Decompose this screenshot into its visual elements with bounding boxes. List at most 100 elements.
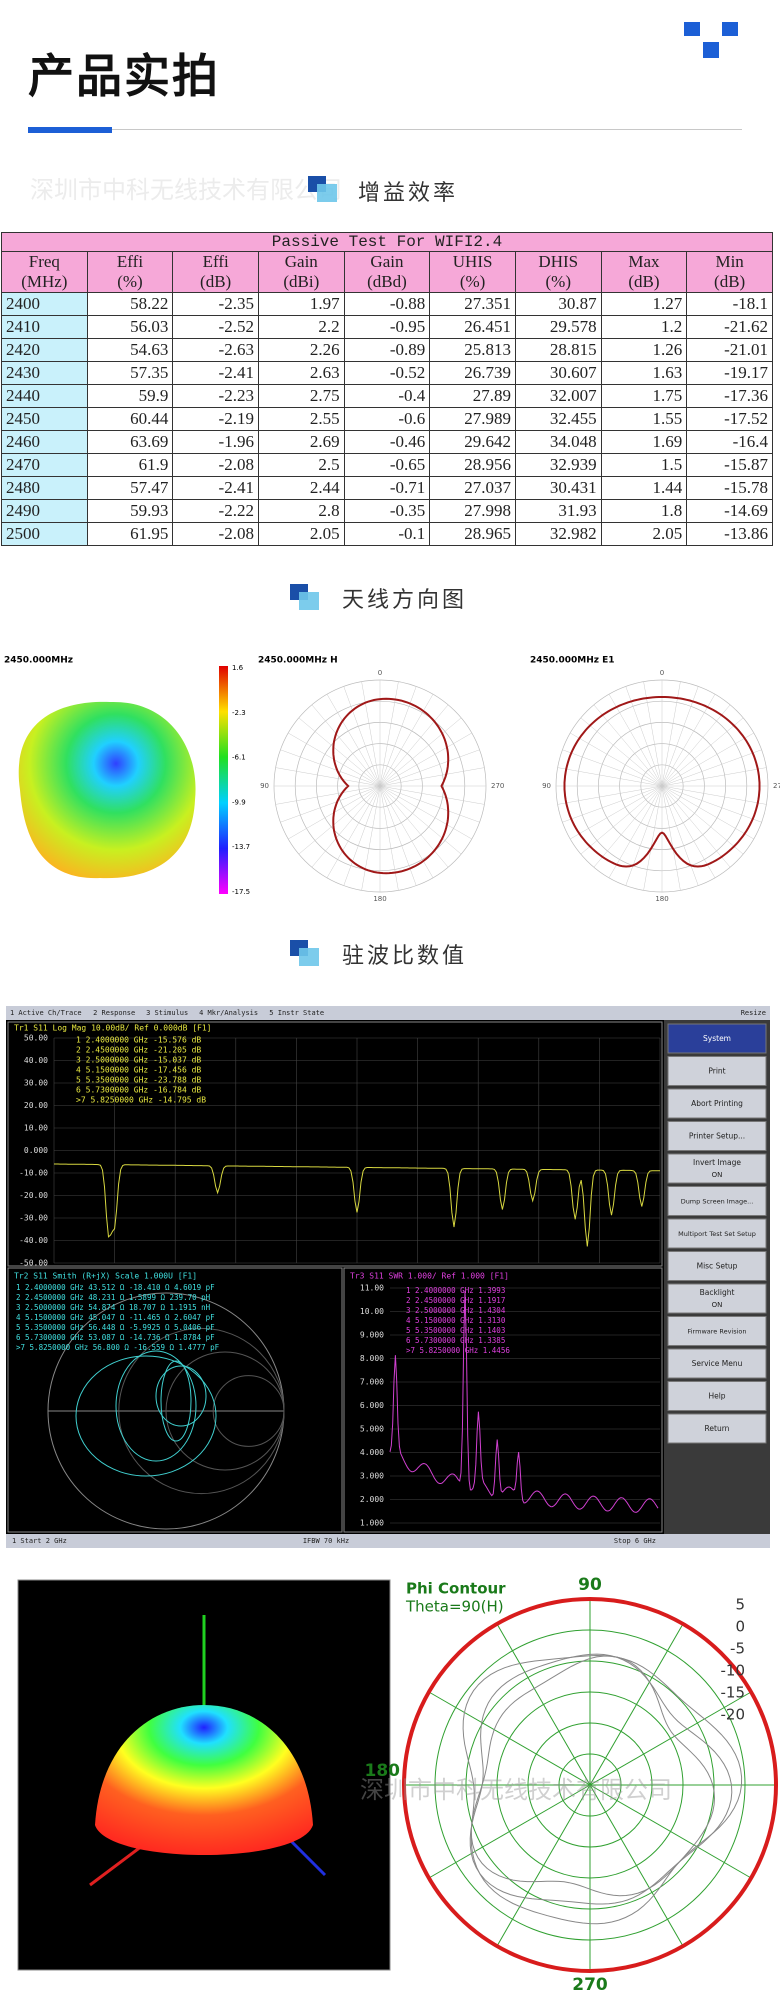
polar-grid xyxy=(379,785,480,823)
plot-label: 2450.000MHz E1 xyxy=(530,656,615,666)
table-cell: 27.037 xyxy=(429,476,516,500)
table-cell: 26.739 xyxy=(429,361,516,385)
table-cell: 27.89 xyxy=(429,384,516,408)
polar-grid xyxy=(661,686,699,787)
marker-readout: 5 5.3500000 GHz 56.448 Ω -5.9925 Ω 5.040… xyxy=(16,1323,215,1332)
softkey xyxy=(667,1153,767,1184)
softkey xyxy=(667,1251,767,1281)
y-tick-label: 2.000 xyxy=(360,1495,384,1504)
column-header: Max (dB) xyxy=(600,251,688,293)
table-row: 2400 58.22 -2.35 1.97 -0.88 27.351 30.87 1.27 -1… xyxy=(1,292,773,316)
polar-angle-label: 270 xyxy=(773,782,780,790)
table-cell: -0.35 xyxy=(343,499,431,523)
table-cell: 1.63 xyxy=(600,361,688,385)
axis-line xyxy=(288,1838,327,1877)
table-cell: -0.71 xyxy=(343,476,431,500)
table-cell: 2490 xyxy=(1,499,88,523)
trace xyxy=(160,1360,192,1442)
polar-grid xyxy=(428,1784,591,1879)
polar-angle-label: 0 xyxy=(660,669,664,677)
marker-readout: >7 5.8250000 GHz 1.4456 xyxy=(406,1346,510,1355)
table-cell: -19.17 xyxy=(686,361,773,385)
table-cell: -15.87 xyxy=(686,453,773,477)
table-cell: 2500 xyxy=(1,522,88,546)
polar-grid xyxy=(361,785,381,891)
column-header: DHIS (%) xyxy=(514,251,602,293)
table-cell: 32.939 xyxy=(514,453,602,477)
status-text: 1 Start 2 GHz xyxy=(12,1537,67,1545)
colorbar-label: -2.3 xyxy=(232,709,246,717)
y-tick-label: 30.00 xyxy=(24,1079,48,1088)
marker-readout: 3 2.5000000 GHz 1.4304 xyxy=(406,1306,506,1315)
table-cell: 2420 xyxy=(1,338,88,362)
table-cell: 26.451 xyxy=(429,315,516,339)
column-name: Min xyxy=(715,252,744,271)
column-header: Gain (dBd) xyxy=(343,251,431,293)
table-cell: 1.27 xyxy=(600,292,688,316)
polar-grid xyxy=(280,749,381,787)
table-cell: -0.46 xyxy=(343,430,431,454)
y-tick-label: 50.00 xyxy=(24,1034,48,1043)
column-header: Gain (dBi) xyxy=(257,251,345,293)
polar-grid xyxy=(661,694,716,787)
column-unit: (%) xyxy=(117,272,143,291)
polar-grid xyxy=(379,785,434,878)
y-tick-label: 9.000 xyxy=(360,1331,384,1340)
table-cell: -0.4 xyxy=(343,384,431,408)
table-title: Passive Test For WIFI2.4 xyxy=(1,232,773,252)
scale-label: -15 xyxy=(721,1684,746,1702)
table-cell: 2.05 xyxy=(257,522,345,546)
table-cell: -13.86 xyxy=(686,522,773,546)
table-cell: 59.9 xyxy=(86,384,174,408)
plot-subtitle: Theta=90(H) xyxy=(405,1598,504,1616)
table-cell: 1.8 xyxy=(600,499,688,523)
table-cell: -2.63 xyxy=(172,338,259,362)
trace xyxy=(75,1355,217,1477)
scale-label: 0 xyxy=(735,1618,745,1636)
marker-readout: 6 5.7300000 GHz -16.784 dB xyxy=(76,1086,201,1095)
column-name: Max xyxy=(628,252,660,271)
table-cell: -2.22 xyxy=(172,499,259,523)
table-cell: 25.813 xyxy=(429,338,516,362)
colorbar-label: -9.9 xyxy=(232,798,246,806)
table-row: 2490 59.93 -2.22 2.8 -0.35 27.998 31.93 1.8 -14.… xyxy=(1,499,773,523)
table-cell: -0.88 xyxy=(343,292,431,316)
table-cell: 57.47 xyxy=(86,476,174,500)
column-header: Min (dB) xyxy=(686,251,773,293)
table-cell: -2.41 xyxy=(172,361,259,385)
plot-label: 2450.000MHz H xyxy=(258,656,338,666)
polar-grid xyxy=(496,1784,591,1947)
marker-readout: 5 5.3500000 GHz -23.788 dB xyxy=(76,1076,201,1085)
polar-grid xyxy=(661,785,767,805)
column-name: Freq xyxy=(28,252,60,271)
marker-readout: 6 5.7300000 GHz 1.3385 xyxy=(406,1336,505,1345)
column-name: Effi xyxy=(202,252,229,271)
vna-screenshot: 1 Active Ch/Trace 2 Response 3 Stimulus 4 M… xyxy=(6,1006,770,1548)
table-cell: 61.9 xyxy=(86,453,174,477)
table-cell: 1.44 xyxy=(600,476,688,500)
table-cell: -21.01 xyxy=(686,338,773,362)
softkey-state: ON xyxy=(712,1171,723,1179)
pattern-3d xyxy=(95,1705,313,1855)
vna-panel xyxy=(7,1267,343,1533)
table-cell: 1.5 xyxy=(600,453,688,477)
pattern-trace xyxy=(563,696,761,868)
table-row: 2480 57.47 -2.41 2.44 -0.71 27.037 30.431 1.44-… xyxy=(1,476,773,500)
polar-grid xyxy=(379,694,434,787)
table-cell: 2.63 xyxy=(257,361,345,385)
table-cell: -18.1 xyxy=(686,292,773,316)
polar-grid xyxy=(275,785,381,805)
table-title-row: Passive Test For WIFI2.4 xyxy=(1,232,773,252)
polar-grid xyxy=(661,732,754,787)
marker-readout: 6 5.7300000 GHz 53.087 Ω -14.736 Ω 1.878… xyxy=(16,1333,215,1342)
contour-trace xyxy=(462,1654,743,1925)
section-icon xyxy=(290,584,320,610)
column-header: UHIS (%) xyxy=(429,251,516,293)
column-unit: (MHz) xyxy=(21,272,68,291)
logo-block xyxy=(684,22,700,36)
table-cell: -14.69 xyxy=(686,499,773,523)
table-row: 2500 61.95 -2.08 2.05 -0.1 28.965 32.982 2.05 -1… xyxy=(1,522,773,546)
polar-grid xyxy=(608,785,663,878)
polar-grid xyxy=(311,785,381,868)
table-cell: -0.95 xyxy=(343,315,431,339)
